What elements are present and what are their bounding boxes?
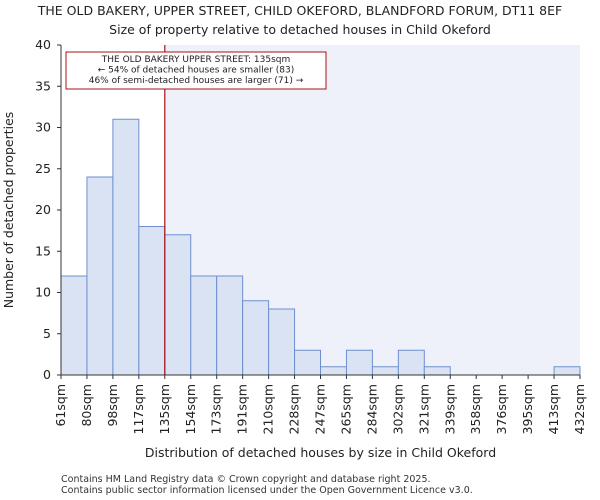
x-tick-label: 321sqm (416, 384, 431, 434)
y-tick-label: 35 (35, 78, 51, 93)
x-tick-label: 265sqm (338, 384, 353, 434)
bar (216, 275, 244, 376)
x-tick-label: 339sqm (442, 384, 457, 434)
x-tick-label: 191sqm (235, 384, 250, 434)
bar (345, 349, 373, 376)
bar (242, 300, 270, 376)
footer-licence: Contains public sector information licen… (61, 485, 473, 496)
x-tick-label: 247sqm (313, 384, 328, 434)
x-axis-label: Distribution of detached houses by size … (145, 445, 496, 460)
annotation-line: THE OLD BAKERY UPPER STREET: 135sqm (101, 55, 291, 65)
x-tick-label: 358sqm (468, 384, 483, 434)
x-tick-label: 154sqm (183, 384, 198, 434)
bar (112, 118, 140, 376)
bar (553, 366, 581, 376)
x-tick-label: 117sqm (131, 384, 146, 434)
footer-copyright: Contains HM Land Registry data © Crown c… (61, 474, 431, 485)
annotation-box (65, 51, 327, 90)
x-tick-label: 413sqm (546, 384, 561, 434)
x-tick-label: 228sqm (287, 384, 302, 434)
x-tick-label: 302sqm (390, 384, 405, 434)
x-tick-label: 98sqm (105, 384, 120, 427)
y-tick-label: 20 (35, 202, 51, 217)
bar (294, 349, 321, 376)
x-tick-label: 80sqm (79, 384, 94, 427)
x-tick-label: 395sqm (520, 384, 535, 434)
y-tick-label: 10 (35, 285, 51, 300)
x-tick-label: 432sqm (572, 384, 587, 434)
x-tick-label: 376sqm (494, 384, 509, 434)
y-tick-label: 40 (35, 37, 51, 52)
x-tick-label: 210sqm (261, 384, 276, 434)
bar (190, 275, 218, 376)
bar (397, 349, 425, 376)
bar (268, 308, 296, 376)
y-tick-label: 15 (35, 243, 51, 258)
x-tick-label: 173sqm (209, 384, 224, 434)
annotation-line: 46% of semi-detached houses are larger (… (89, 76, 304, 86)
bar (164, 234, 192, 376)
y-tick-label: 25 (35, 161, 51, 176)
x-tick-label: 61sqm (53, 384, 68, 427)
bar (60, 275, 88, 376)
bar (320, 366, 347, 376)
bar (86, 176, 114, 376)
y-tick-label: 30 (35, 120, 51, 135)
x-tick-label: 284sqm (364, 384, 379, 434)
y-tick-label: 5 (43, 326, 51, 341)
y-tick-label: 0 (43, 367, 51, 382)
y-axis-label: Number of detached properties (1, 112, 16, 309)
bar (138, 226, 166, 376)
chart-title: THE OLD BAKERY, UPPER STREET, CHILD OKEF… (37, 3, 563, 18)
x-tick-label: 135sqm (157, 384, 172, 434)
annotation-line: ← 54% of detached houses are smaller (83… (98, 66, 295, 76)
bar (371, 366, 399, 376)
bar (423, 366, 451, 376)
chart-subtitle: Size of property relative to detached ho… (109, 22, 491, 37)
